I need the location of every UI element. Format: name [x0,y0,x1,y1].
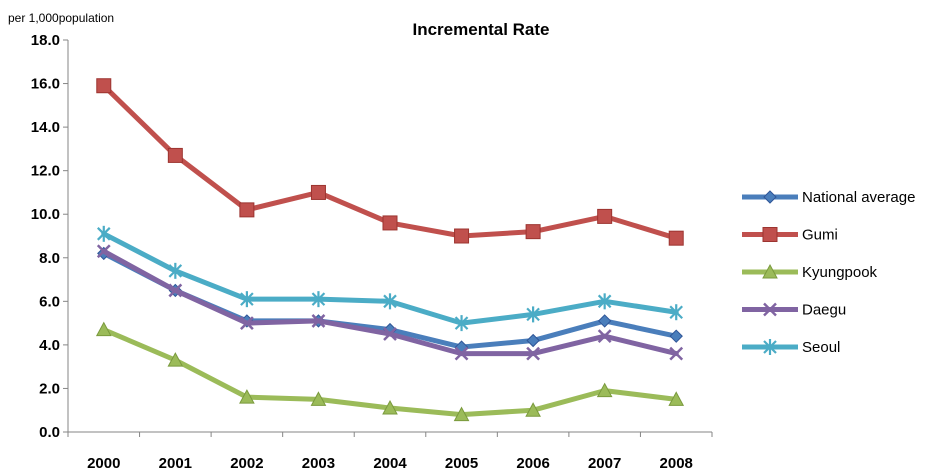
data-point [597,208,613,224]
data-point [454,315,469,332]
data-point [167,147,183,163]
data-point [525,224,541,240]
y-tick-label: 16.0 [31,76,60,93]
y-tick-label: 4.0 [39,337,60,354]
data-point [526,333,540,348]
legend-item: Seoul [742,339,840,356]
data-point [240,316,254,330]
data-point [669,346,684,361]
data-point [383,327,397,341]
legend-marker [763,339,777,355]
data-point [240,291,254,308]
data-point [382,399,398,415]
legend-label: National average [802,189,915,206]
legend-marker [763,302,777,317]
data-point [311,314,326,328]
y-tick-label: 10.0 [31,206,60,223]
x-tick-label: 2006 [516,455,549,472]
legend-marker [762,263,778,279]
data-point [668,391,685,406]
legend-item: Daegu [742,302,846,319]
data-point [597,329,612,344]
data-point [526,346,540,361]
data-point [96,78,112,94]
data-point [311,291,326,308]
data-point [382,215,398,231]
legend-label: Seoul [802,339,840,356]
chart-title: Incremental Rate [413,20,550,39]
x-tick-label: 2003 [302,455,335,472]
data-point [310,184,326,200]
series-kyungpook [95,321,685,422]
x-tick-label: 2005 [445,455,478,472]
x-tick-label: 2004 [373,455,407,472]
data-point [239,202,255,218]
data-point [597,293,612,310]
x-tick-label: 2001 [159,455,192,472]
legend-item: Gumi [742,227,838,244]
y-tick-label: 8.0 [39,250,60,267]
y-tick-label: 0.0 [39,424,60,441]
data-point [669,329,683,343]
series-gumi [96,78,684,246]
x-axis-ticks: 2000 2001 2002 2003 2004 2005 2006 2007 2008 [67,432,713,472]
data-point [95,321,112,337]
series-layer [95,78,685,422]
x-tick-label: 2002 [230,455,263,472]
legend-label: Daegu [802,302,846,319]
legend-marker [762,227,778,242]
data-point [239,389,255,404]
x-tick-label: 2000 [87,455,120,472]
legend-item: Kyungpook [742,263,878,281]
data-point [526,306,540,323]
y-tick-label: 2.0 [39,380,60,397]
data-point [453,406,470,422]
data-point [383,293,397,310]
y-axis-ticks: 0.0 2.0 4.0 6.0 8.0 10.0 12.0 14.0 16.0 18.0 [31,32,68,441]
legend-marker [763,190,777,204]
series-line [101,231,679,326]
y-tick-label: 18.0 [31,32,60,49]
y-tick-label: 14.0 [31,119,60,136]
data-point [96,225,111,242]
data-point [596,382,613,398]
series-line [101,83,679,241]
data-point [168,262,183,279]
y-tick-label: 6.0 [39,293,60,310]
data-point [454,228,470,244]
data-point [669,304,684,321]
data-point [310,391,327,406]
data-point [167,352,184,367]
data-point [525,402,541,417]
data-point [597,314,612,328]
legend-item: National average [742,189,915,206]
legend-label: Gumi [802,227,838,244]
series-seoul [96,225,684,332]
legend-label: Kyungpook [802,264,878,281]
data-point [668,230,684,246]
legend: National average Gumi Kyungpook Daegu Seoul [742,189,915,356]
x-tick-label: 2007 [588,455,621,472]
x-tick-label: 2008 [660,455,693,472]
data-point [454,346,469,361]
y-axis-unit-label: per 1,000population [8,11,114,25]
data-point [96,244,111,259]
data-point [168,283,183,298]
axes [67,40,712,433]
y-tick-label: 12.0 [31,163,60,180]
series-daegu [96,244,684,361]
